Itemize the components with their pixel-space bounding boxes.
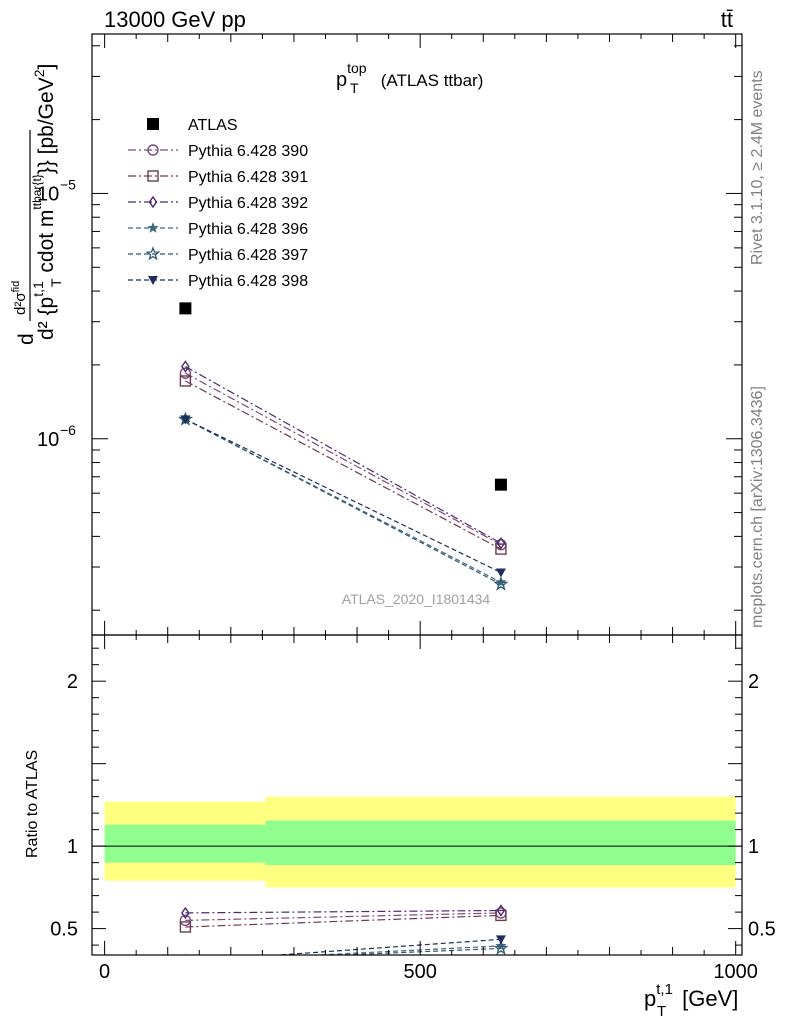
line-pythia-6-428-391 (185, 380, 502, 550)
line-pythia-6-428-398 (185, 418, 502, 574)
x-tick-label: 1000 (713, 961, 758, 983)
y-tick-label-ratio: 1 (67, 836, 78, 858)
ratio-point-pythia-6-428-397-1 (493, 940, 509, 955)
svg-text:d² {pt,1T cdot mttbar{t}}} [pb: d² {pt,1 T cdot mttbar{t}}} [pb/GeV2] (30, 64, 64, 340)
point-pythia-6-428-396-1 (495, 576, 507, 588)
ratio-point-pythia-6-428-392-1 (496, 904, 506, 917)
legend-marker-pythia-6-428-391 (147, 170, 159, 182)
analysis-watermark: ATLAS_2020_I1801434 (342, 591, 491, 607)
line-pythia-6-428-392 (185, 365, 502, 544)
main-title: ptop T (ATLAS ttbar) (336, 60, 483, 96)
point-atlas-1 (494, 478, 507, 491)
uncertainty-band-inner-1 (265, 820, 736, 866)
point-pythia-6-428-391-1 (495, 543, 507, 555)
legend-marker-pythia-6-428-398 (148, 276, 158, 285)
legend-marker-atlas (147, 118, 159, 130)
legend-label-atlas: ATLAS (188, 117, 238, 134)
ratio-point-pythia-6-428-398-0 (180, 958, 190, 967)
legend-marker-pythia-6-428-397 (145, 246, 161, 261)
axis-ticks (92, 34, 742, 955)
svg-text:d²σfid: d²σfid (10, 281, 29, 315)
x-tick-label: 500 (403, 961, 436, 983)
ratio-point-pythia-6-428-391-1 (495, 909, 507, 922)
legend-label-pythia-6-428-396: Pythia 6.428 396 (188, 221, 308, 238)
ratio-bands (104, 796, 736, 888)
svg-text:d: d (15, 333, 38, 345)
rivet-label: Rivet 3.1.10, ≥ 2.4M events (749, 70, 766, 265)
legend-marker-pythia-6-428-392 (148, 195, 158, 209)
main-ylabel: d d²σfid d² {pt,1 T cdot mttbar{t}}} [pb/… (10, 64, 64, 345)
y-tick-label-ratio-right: 0.5 (748, 919, 776, 941)
legend-label-pythia-6-428-390: Pythia 6.428 390 (188, 143, 308, 160)
ratio-point-pythia-6-428-390-0 (179, 914, 192, 927)
header-left: 13000 GeV pp (104, 7, 246, 32)
point-atlas-0 (179, 302, 192, 315)
legend-label-pythia-6-428-392: Pythia 6.428 392 (188, 195, 308, 212)
point-pythia-6-428-392-0 (181, 360, 190, 373)
legend-label-pythia-6-428-391: Pythia 6.428 391 (188, 169, 308, 186)
ratio-ylabel: Ratio to ATLAS (24, 750, 41, 858)
ratio-panel-frame (91, 634, 743, 956)
ratio-point-pythia-6-428-398-1 (495, 935, 506, 945)
legend-marker-pythia-6-428-390 (147, 144, 159, 156)
ratio-point-pythia-6-428-396-0 (180, 956, 191, 967)
line-pythia-6-428-390 (185, 372, 502, 546)
line-pythia-6-428-397 (185, 418, 502, 585)
point-pythia-6-428-392-1 (496, 537, 506, 550)
mcplots-label: mcplots.cern.ch [arXiv:1306.3436] (749, 386, 766, 628)
y-tick-exponent-main: −6 (60, 422, 76, 438)
ratio-point-pythia-6-428-392-0 (181, 906, 190, 920)
ratio-line-pythia-6-428-396 (305, 945, 501, 955)
point-pythia-6-428-390-0 (179, 367, 192, 379)
legend-label-pythia-6-428-397: Pythia 6.428 397 (188, 247, 308, 264)
x-tick-label: 0 (99, 961, 110, 983)
ratio-line-pythia-6-428-390 (185, 912, 501, 921)
ratio-plot-series (179, 904, 509, 967)
y-tick-label-ratio-right: 2 (748, 671, 759, 693)
point-pythia-6-428-397-1 (493, 576, 509, 591)
x-axis-label: pt,1 T [GeV] (644, 981, 738, 1020)
ratio-point-pythia-6-428-396-1 (495, 939, 507, 951)
point-pythia-6-428-398-0 (180, 415, 191, 425)
ratio-point-pythia-6-428-391-0 (179, 921, 192, 933)
point-pythia-6-428-398-1 (495, 568, 506, 578)
uncertainty-band-inner-0 (104, 824, 266, 863)
y-tick-label-main: 10 (37, 183, 59, 205)
y-tick-label-main: 10 (37, 429, 59, 451)
main-plot-series (177, 302, 509, 591)
ratio-line-pythia-6-428-391 (185, 914, 501, 928)
line-pythia-6-428-396 (185, 418, 502, 583)
point-pythia-6-428-391-0 (179, 375, 192, 387)
y-tick-label-ratio-right: 1 (748, 836, 759, 858)
y-tick-exponent-main: −5 (60, 176, 76, 192)
ratio-line-pythia-6-428-392 (185, 909, 501, 914)
y-tick-label-ratio: 2 (67, 671, 78, 693)
legend: ATLAS Pythia 6.428 390 Pythia 6.428 391 Pyt… (128, 117, 308, 290)
legend-marker-pythia-6-428-396 (147, 222, 159, 233)
ratio-point-pythia-6-428-397-0 (184, 953, 186, 955)
header-right: tt̄ (721, 7, 733, 32)
y-tick-label-ratio: 0.5 (50, 919, 78, 941)
legend-label-pythia-6-428-398: Pythia 6.428 398 (188, 273, 308, 290)
